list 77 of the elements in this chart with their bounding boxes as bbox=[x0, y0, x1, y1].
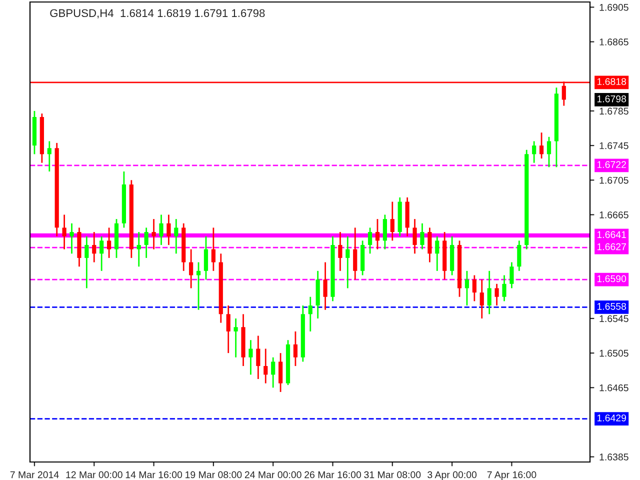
candlestick bbox=[338, 231, 342, 272]
ref-line-label: 1.6590 bbox=[597, 275, 626, 282]
candlestick bbox=[144, 226, 148, 259]
candlestick bbox=[136, 231, 141, 268]
candlestick bbox=[346, 236, 350, 289]
candlestick bbox=[494, 283, 499, 306]
ref-line-label: 1.6627 bbox=[597, 243, 626, 250]
candlestick bbox=[375, 218, 380, 250]
x-tick-label: 12 Mar 00:00 bbox=[66, 471, 122, 478]
candlestick bbox=[174, 218, 178, 254]
candlestick bbox=[293, 330, 298, 367]
candlestick bbox=[204, 236, 208, 280]
candlestick bbox=[159, 214, 164, 246]
candlestick bbox=[264, 348, 268, 384]
y-tick-label: 1.6505 bbox=[600, 350, 628, 357]
candlestick bbox=[539, 132, 544, 160]
candlestick bbox=[435, 236, 440, 272]
candlestick bbox=[211, 226, 216, 272]
x-tick-label: 24 Mar 00:00 bbox=[244, 471, 302, 478]
candlestick bbox=[487, 270, 492, 315]
candlestick bbox=[428, 226, 432, 263]
text: GBPUSD,H4 1.6814 1.6819 1.6791 1.6798 bbox=[50, 9, 265, 18]
candlestick bbox=[271, 356, 276, 388]
candlestick bbox=[62, 214, 66, 250]
x-tick-label: 26 Mar 16:00 bbox=[304, 471, 362, 478]
y-tick-label: 1.6385 bbox=[600, 454, 628, 460]
ref-line-label: 1.6429 bbox=[597, 414, 626, 422]
y-tick-label: 1.6665 bbox=[600, 211, 628, 218]
candlestick bbox=[166, 214, 171, 246]
ref-line-label: 1.6722 bbox=[597, 161, 626, 168]
x-tick-label: 14 Mar 16:00 bbox=[126, 471, 182, 478]
candlestick bbox=[248, 339, 253, 376]
ref-line-label: 1.6558 bbox=[597, 302, 626, 310]
x-tick-label: 31 Mar 08:00 bbox=[364, 471, 421, 478]
candlestick bbox=[92, 231, 96, 263]
candlestick bbox=[412, 218, 417, 254]
candlestick bbox=[420, 222, 424, 250]
y-tick-label: 1.6545 bbox=[600, 315, 628, 322]
candlestick bbox=[480, 278, 484, 320]
candlestick bbox=[382, 214, 387, 250]
candlestick bbox=[517, 240, 522, 272]
ref-line-label: 1.6818 bbox=[597, 78, 626, 86]
candlestick bbox=[100, 236, 104, 272]
candlestick bbox=[308, 296, 312, 332]
candlestick bbox=[472, 274, 476, 302]
y-tick-label: 1.6465 bbox=[600, 384, 628, 392]
candlestick bbox=[152, 218, 156, 250]
candlestick bbox=[546, 136, 552, 168]
y-tick-label: 1.6705 bbox=[600, 176, 628, 184]
candlestick bbox=[510, 262, 514, 289]
y-tick-label: 1.6785 bbox=[600, 108, 628, 115]
candlestick bbox=[390, 201, 394, 242]
candlestick bbox=[47, 140, 52, 172]
candlestick bbox=[323, 262, 328, 311]
candlestick bbox=[368, 226, 372, 254]
candlestick bbox=[226, 304, 230, 354]
candlestick bbox=[256, 335, 260, 380]
candlestick bbox=[464, 270, 470, 306]
candlestick bbox=[353, 226, 358, 280]
x-tick-label: 7 Apr 16:00 bbox=[487, 471, 536, 480]
candlestick bbox=[278, 352, 283, 393]
x-tick-label: 3 Apr 00:00 bbox=[428, 471, 477, 480]
x-tick-label: 7 Mar 2014 bbox=[10, 471, 59, 478]
y-tick-label: 1.6865 bbox=[600, 38, 628, 46]
text: 1.6798 bbox=[597, 95, 626, 102]
candlestick bbox=[196, 262, 201, 311]
candlestick bbox=[84, 236, 89, 289]
candlestick bbox=[106, 226, 112, 259]
candlestick bbox=[532, 140, 536, 164]
candlestick bbox=[189, 248, 194, 289]
ref-line-label: 1.6641 bbox=[597, 231, 626, 238]
y-tick-label: 1.6745 bbox=[600, 142, 628, 150]
y-tick-label: 1.6905 bbox=[600, 4, 628, 11]
candlestick bbox=[502, 274, 506, 302]
x-tick-label: 19 Mar 08:00 bbox=[186, 471, 242, 478]
candlestick bbox=[234, 318, 238, 358]
candlestick bbox=[70, 222, 74, 254]
